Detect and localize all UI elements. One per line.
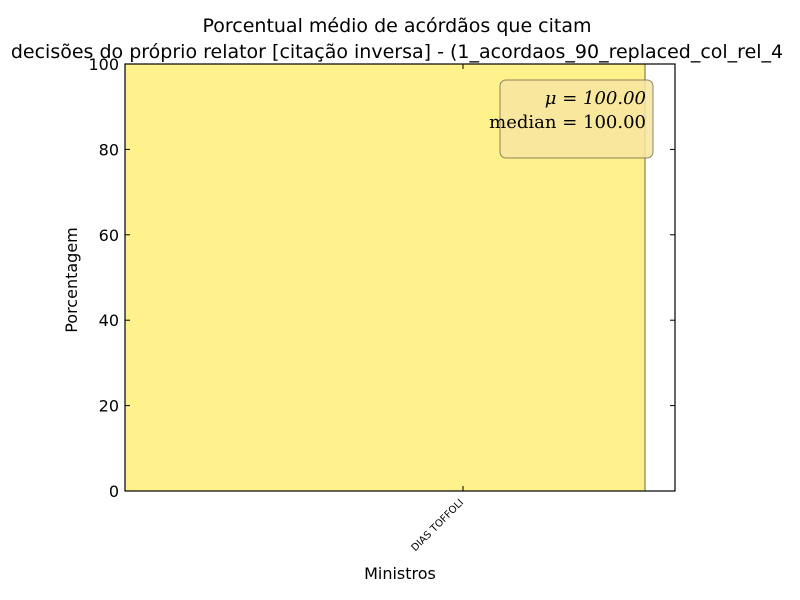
chart-title-line-1: Porcentual médio de acórdãos que citam bbox=[202, 15, 591, 37]
stats-box: μ = 100.00 median = 100.00 bbox=[489, 79, 654, 159]
stats-mean: μ = 100.00 bbox=[545, 88, 646, 109]
y-tick-label-0: 0 bbox=[109, 482, 119, 501]
y-tick-label-2: 40 bbox=[99, 311, 119, 330]
stats-median: median = 100.00 bbox=[489, 112, 646, 133]
y-tick-label-4: 80 bbox=[99, 140, 119, 159]
plot-frame bbox=[124, 63, 676, 492]
y-tick-label-1: 20 bbox=[99, 397, 119, 416]
chart-title-line-2: decisões do próprio relator [citação inv… bbox=[11, 41, 783, 63]
x-tick-label-0: DIAS TOFFOLI bbox=[410, 497, 467, 554]
y-tick-label-5: 100 bbox=[88, 55, 119, 74]
stats-box-background bbox=[499, 79, 654, 159]
y-tick-label-3: 60 bbox=[99, 226, 119, 245]
x-axis-label: Ministros bbox=[364, 564, 436, 583]
y-axis-label: Porcentagem bbox=[62, 227, 81, 333]
